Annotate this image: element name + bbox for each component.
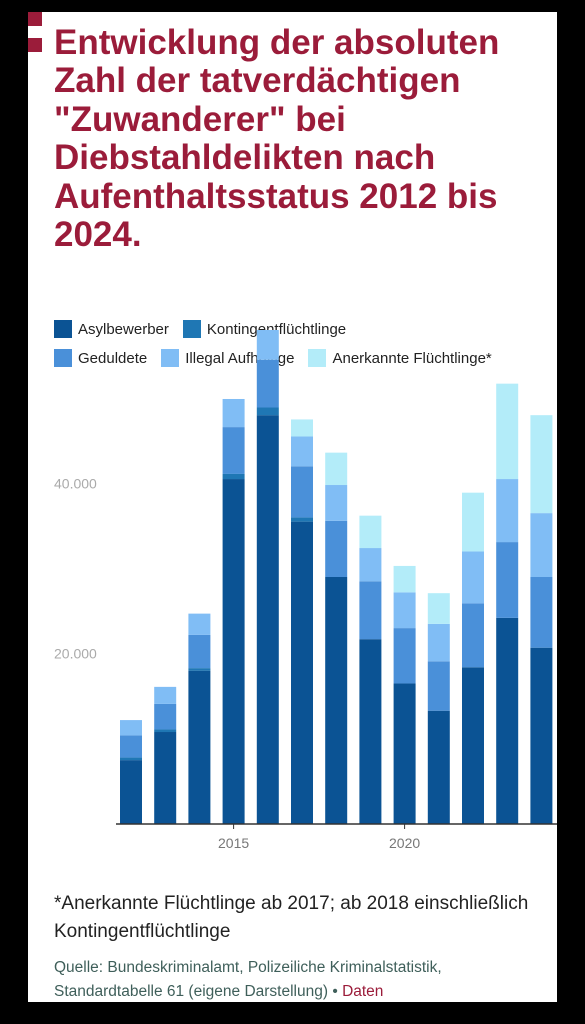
bar-segment <box>222 427 245 474</box>
bar-segment <box>325 452 348 486</box>
bar-segment <box>496 479 519 543</box>
legend-label: Asylbewerber <box>78 320 169 338</box>
bar-segment <box>291 517 313 522</box>
bar-segment <box>427 623 450 662</box>
bar-segment <box>222 479 245 824</box>
bar-segment <box>120 760 142 824</box>
bar-segment <box>291 419 313 437</box>
source-text: Quelle: Bundeskriminalamt, Polizeiliche … <box>54 959 442 1000</box>
bar-segment <box>291 466 313 518</box>
legend-item-asylbewerber[interactable]: Asylbewerber <box>54 320 169 338</box>
bar-segment <box>462 667 484 824</box>
chart-footnote: *Anerkannte Flüchtlinge ab 2017; ab 2018… <box>54 893 529 942</box>
legend-label: Anerkannte Flüchtlinge* <box>332 349 492 367</box>
bar-segment <box>427 661 450 711</box>
bar-segment <box>496 542 519 618</box>
bar-segment <box>359 548 382 582</box>
bar-segment <box>496 617 519 824</box>
bar-segment <box>462 551 484 604</box>
bar-segment <box>188 613 211 635</box>
chart-title: Entwicklung der absoluten Zahl der tatve… <box>54 23 500 255</box>
bar-segment <box>359 639 382 824</box>
bar-segment <box>427 710 450 824</box>
bar-segment <box>359 581 382 640</box>
bar-segment <box>222 398 245 428</box>
bar-segment <box>359 515 382 549</box>
bar-segment <box>154 729 177 733</box>
bar-segment <box>325 577 348 824</box>
bar-segment <box>256 415 279 824</box>
legend-swatch <box>54 349 72 367</box>
legend-swatch <box>182 320 201 338</box>
bar-segment <box>256 407 279 416</box>
bar-segment <box>256 359 279 408</box>
legend-label: Kontingentflüchtlinge <box>206 320 347 338</box>
legend-swatch <box>308 349 327 367</box>
bar-segment <box>222 473 245 480</box>
bar-segment <box>120 735 142 758</box>
accent-mark-icon <box>28 12 42 52</box>
bar-segment <box>154 686 177 704</box>
bar-segment <box>120 757 142 761</box>
bar-segment <box>393 565 416 593</box>
source-line: Quelle: Bundeskriminalamt, Polizeiliche … <box>54 956 549 1004</box>
bar-segment <box>120 720 142 736</box>
bar-segment <box>530 415 553 514</box>
bar-segment <box>256 330 279 360</box>
bar-segment <box>530 647 553 824</box>
legend-swatch <box>161 349 180 367</box>
legend-item-kontingentfluechtlinge[interactable]: Kontingentflüchtlinge <box>182 320 347 338</box>
bar-segment <box>188 668 211 671</box>
data-link[interactable]: Daten <box>342 983 384 1000</box>
legend-swatch <box>54 320 72 338</box>
bar-segment <box>291 521 313 824</box>
bar-segment <box>291 436 313 467</box>
bar-segment <box>325 520 348 577</box>
bar-segment <box>188 670 211 824</box>
legend-item-geduldete[interactable]: Geduldete <box>54 349 147 367</box>
x-tick-label: 2020 <box>389 835 420 851</box>
bar-segment <box>154 703 177 730</box>
bar-segment <box>188 634 211 669</box>
chart-legend: Asylbewerber Kontingentflüchtlinge Gedul… <box>54 318 554 376</box>
bar-segment <box>393 628 416 684</box>
source-separator: • <box>328 983 343 1000</box>
bar-segment <box>393 592 416 629</box>
legend-item-anerkannte-fluechtlinge[interactable]: Anerkannte Flüchtlinge* <box>308 349 492 367</box>
stacked-bar-chart: 20.000 40.000 2015 2020 <box>54 330 557 851</box>
y-tick-label: 40.000 <box>54 475 97 491</box>
bar-segment <box>427 593 450 624</box>
bar-segment <box>462 603 484 668</box>
bar-segment <box>325 485 348 521</box>
bar-segment <box>530 513 553 577</box>
x-tick-label: 2015 <box>218 835 249 851</box>
bar-segment <box>530 577 553 648</box>
bar-segment <box>154 732 177 824</box>
legend-label: Geduldete <box>78 349 148 367</box>
bar-segment <box>462 492 484 552</box>
y-tick-label: 20.000 <box>54 646 97 662</box>
bar-segment <box>496 383 519 480</box>
bar-segment <box>393 683 416 824</box>
